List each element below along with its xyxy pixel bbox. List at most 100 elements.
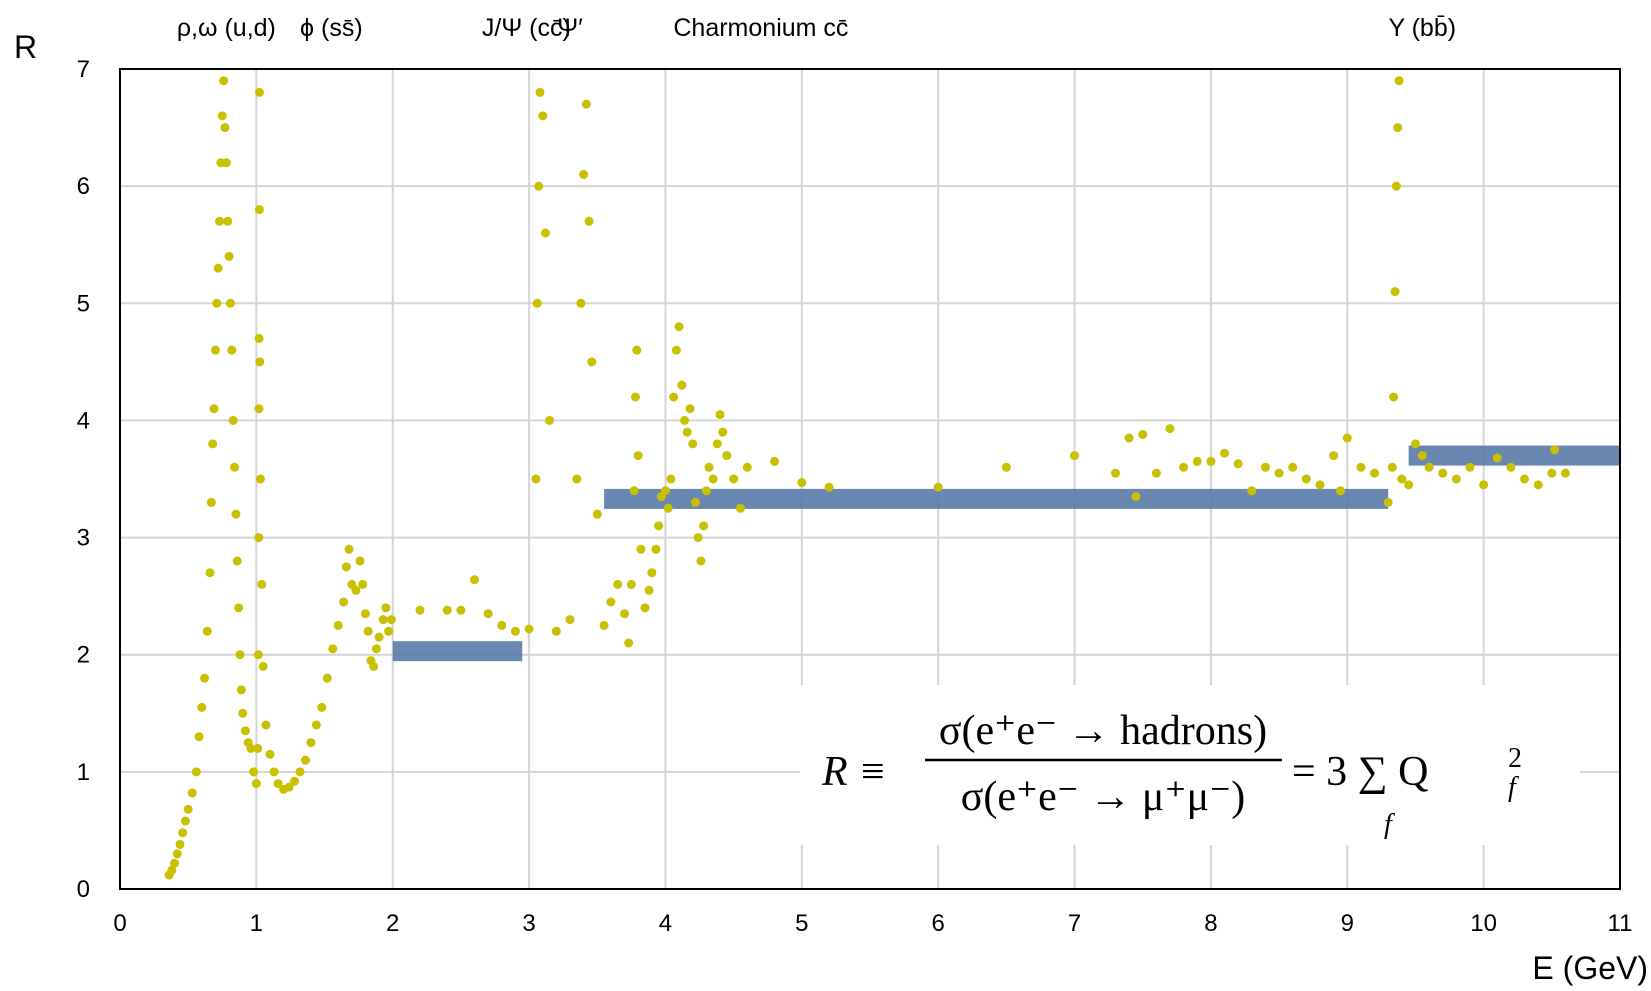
data-point (200, 673, 210, 683)
data-point (265, 749, 275, 759)
data-point (576, 298, 586, 308)
x-tick-label: 9 (1341, 910, 1354, 937)
data-point (208, 439, 218, 449)
data-point (363, 626, 373, 636)
data-point (225, 298, 235, 308)
y-axis-ticks: 0 1 2 3 4 5 6 7 (77, 56, 90, 903)
x-tick-label: 10 (1470, 910, 1497, 937)
formula-q-superscript: 2 (1508, 743, 1522, 774)
data-point (718, 427, 728, 437)
data-point (1329, 451, 1339, 461)
data-point (456, 605, 466, 615)
data-point (587, 357, 597, 367)
data-point (510, 626, 520, 636)
data-point (1417, 451, 1427, 461)
data-point (213, 263, 223, 273)
data-point (1070, 451, 1080, 461)
data-point (386, 615, 396, 625)
data-point (624, 638, 634, 648)
data-point (666, 474, 676, 484)
x-tick-label: 5 (795, 910, 808, 937)
formula-rhs: = 3 ∑ Q (1292, 749, 1428, 795)
x-tick-label: 0 (113, 910, 126, 937)
data-point (538, 111, 548, 121)
data-point (1387, 462, 1397, 472)
data-point (369, 661, 379, 671)
data-point (180, 816, 190, 826)
data-point (1151, 468, 1161, 478)
data-point (592, 509, 602, 519)
data-point (824, 482, 834, 492)
data-point (565, 615, 575, 625)
data-point (339, 597, 349, 607)
data-point (221, 158, 231, 168)
data-point (183, 804, 193, 814)
data-point (341, 562, 351, 572)
y-tick-label: 7 (77, 56, 90, 83)
data-point (1138, 429, 1148, 439)
y-tick-label: 1 (77, 759, 90, 786)
data-point (701, 486, 711, 496)
data-point (232, 556, 242, 566)
data-point (1206, 456, 1216, 466)
data-point (699, 521, 709, 531)
data-point (205, 568, 215, 578)
data-point (770, 456, 780, 466)
data-point (630, 392, 640, 402)
data-point (1533, 480, 1543, 490)
y-tick-label: 5 (77, 290, 90, 317)
data-point (1438, 468, 1448, 478)
x-axis-label: E (GeV) (1532, 950, 1648, 986)
resonance-label: ϕ (ss̄) (300, 14, 363, 42)
data-point (219, 76, 229, 86)
data-point (708, 474, 718, 484)
data-point (187, 788, 197, 798)
data-point (322, 673, 332, 683)
data-point (1390, 287, 1400, 297)
data-point (712, 439, 722, 449)
data-point (172, 849, 182, 859)
x-tick-label: 1 (250, 910, 263, 937)
data-point (636, 544, 646, 554)
x-tick-label: 7 (1068, 910, 1081, 937)
data-point (170, 858, 180, 868)
data-point (640, 603, 650, 613)
data-point (606, 597, 616, 607)
data-point (258, 661, 268, 671)
data-point (660, 486, 670, 496)
data-point (442, 605, 452, 615)
data-point (251, 779, 261, 789)
data-point (333, 620, 343, 630)
data-point (1192, 456, 1202, 466)
data-point (210, 345, 220, 355)
data-point (360, 609, 370, 619)
data-point (1124, 433, 1134, 443)
resonance-label: Charmonium cc̄ (673, 14, 848, 42)
data-point (311, 720, 321, 730)
data-point (620, 609, 630, 619)
data-point (674, 322, 684, 332)
data-point (194, 732, 204, 742)
data-point (415, 605, 425, 615)
quark-model-bands (392, 445, 1620, 662)
x-tick-label: 2 (386, 910, 399, 937)
y-tick-label: 6 (77, 173, 90, 200)
data-point (254, 533, 264, 543)
data-point (680, 415, 690, 425)
formula-q-subscript: f (1508, 772, 1519, 803)
data-point (1492, 453, 1502, 463)
data-point (206, 497, 216, 507)
data-point (1465, 462, 1475, 472)
data-point (1410, 439, 1420, 449)
data-point (1233, 459, 1243, 469)
data-point (255, 87, 264, 97)
data-point (1335, 486, 1345, 496)
data-point (261, 720, 271, 730)
data-point (358, 579, 368, 589)
data-point (613, 579, 623, 589)
data-point (742, 462, 752, 472)
data-point (632, 345, 642, 355)
data-point (1220, 448, 1230, 458)
y-axis-label: R (14, 29, 37, 65)
data-point (682, 427, 692, 437)
